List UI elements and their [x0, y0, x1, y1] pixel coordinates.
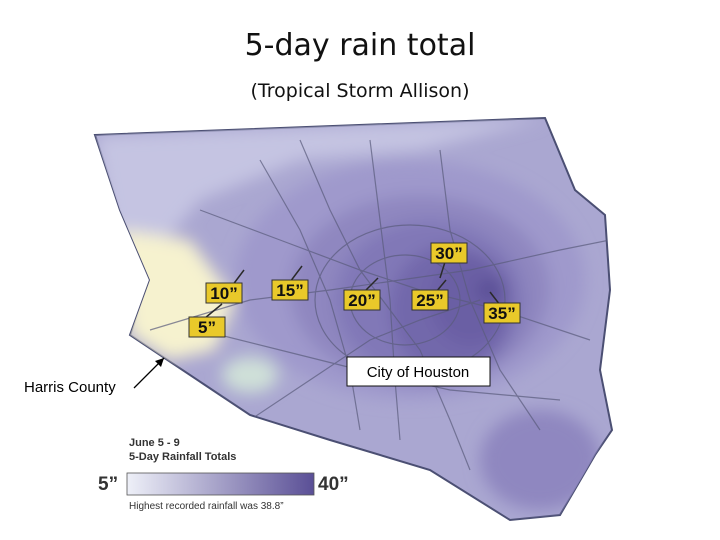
rain-marker-15: 15”: [271, 265, 309, 301]
city-of-houston-label: City of Houston: [367, 364, 470, 381]
legend-min-label: 5”: [98, 474, 118, 495]
harris-county-callout: Harris County: [24, 357, 165, 396]
rain-marker-25-label: 25”: [416, 291, 443, 310]
rain-marker-20: 20”: [343, 277, 381, 311]
map-legend: June 5 - 9 5-Day Rainfall Totals 5” 40” …: [98, 437, 349, 512]
rain-marker-35: 35”: [483, 291, 521, 324]
slide-subtitle: (Tropical Storm Allison): [250, 80, 470, 102]
slide-title: 5-day rain total: [244, 28, 476, 63]
legend-note: Highest recorded rainfall was 38.8”: [129, 501, 284, 512]
rain-marker-20-label: 20”: [348, 291, 375, 310]
rain-marker-25: 25”: [411, 279, 449, 311]
rain-marker-5: 5”: [188, 303, 226, 338]
legend-title-dates: June 5 - 9: [129, 437, 180, 449]
harris-county-label: Harris County: [24, 379, 116, 396]
city-of-houston-callout: City of Houston: [346, 356, 491, 387]
rain-marker-5-label: 5”: [198, 318, 216, 337]
rain-marker-30-label: 30”: [435, 244, 462, 263]
rain-marker-15-label: 15”: [276, 281, 303, 300]
legend-color-bar: [126, 472, 315, 496]
rain-marker-30: 30”: [430, 242, 468, 279]
legend-max-label: 40”: [318, 474, 349, 495]
legend-title-totals: 5-Day Rainfall Totals: [129, 451, 236, 463]
city-label-box: [346, 356, 491, 387]
rain-marker-35-label: 35”: [488, 304, 515, 323]
rain-marker-10: 10”: [205, 269, 245, 304]
rain-marker-10-label: 10”: [210, 284, 237, 303]
